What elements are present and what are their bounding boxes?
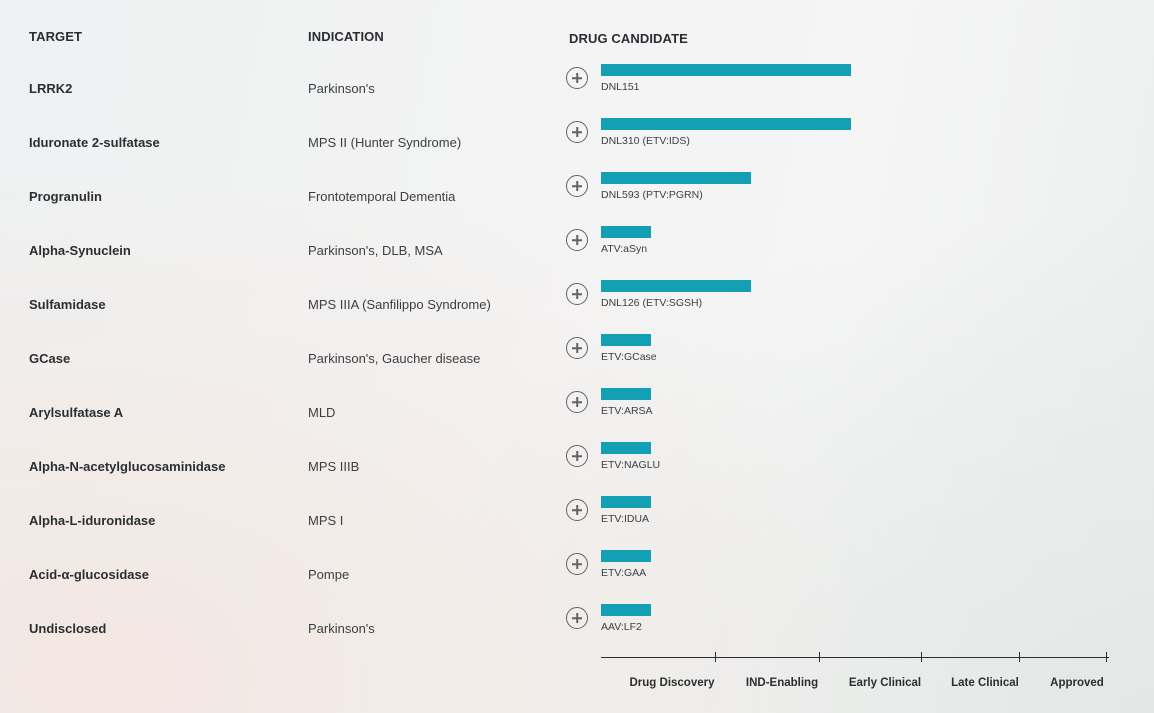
axis-tick: [715, 652, 716, 662]
progress-bar: [601, 388, 651, 400]
target-cell: Sulfamidase: [29, 297, 106, 312]
candidate-label: ETV:GCase: [601, 351, 657, 363]
progress-bar: [601, 172, 751, 184]
stage-axis: [601, 657, 1109, 658]
plus-circle-icon[interactable]: [566, 229, 588, 251]
indication-cell: Parkinson's: [308, 81, 375, 96]
plus-circle-icon[interactable]: [566, 175, 588, 197]
plus-circle-icon[interactable]: [566, 67, 588, 89]
header-target: TARGET: [29, 29, 83, 44]
target-cell: Alpha-Synuclein: [29, 243, 131, 258]
candidate-label: DNL126 (ETV:SGSH): [601, 297, 703, 309]
plus-circle-icon[interactable]: [566, 121, 588, 143]
progress-bar: [601, 226, 651, 238]
target-cell: GCase: [29, 351, 71, 366]
plus-circle-icon[interactable]: [566, 283, 588, 305]
indication-cell: Parkinson's, DLB, MSA: [308, 243, 443, 258]
table-row: GCase Parkinson's, Gaucher disease ETV:GCa…: [0, 334, 1154, 405]
candidate-label: DNL593 (PTV:PGRN): [601, 189, 703, 201]
target-cell: Alpha-N-acetylglucosaminidase: [29, 459, 226, 474]
axis-tick: [819, 652, 820, 662]
progress-bar: [601, 550, 651, 562]
target-cell: Acid-α-glucosidase: [29, 567, 149, 582]
candidate-label: ATV:aSyn: [601, 243, 648, 255]
axis-tick: [1106, 652, 1107, 662]
target-cell: LRRK2: [29, 81, 73, 96]
target-cell: Arylsulfatase A: [29, 405, 124, 420]
indication-cell: MPS I: [308, 513, 344, 528]
header-drug-candidate: DRUG CANDIDATE: [569, 31, 688, 46]
stage-label: Early Clinical: [848, 677, 922, 689]
indication-cell: Pompe: [308, 567, 350, 582]
indication-cell: Frontotemporal Dementia: [308, 189, 456, 204]
stage-label: Drug Discovery: [629, 677, 715, 689]
indication-cell: MPS II (Hunter Syndrome): [308, 135, 462, 150]
candidate-label: DNL151: [601, 81, 640, 93]
candidate-label: DNL310 (ETV:IDS): [601, 135, 690, 147]
target-cell: Alpha-L-iduronidase: [29, 513, 156, 528]
table-row: LRRK2 Parkinson's DNL151: [0, 64, 1154, 135]
table-row: Acid-α-glucosidase Pompe ETV:GAA: [0, 550, 1154, 621]
axis-tick: [921, 652, 922, 662]
target-cell: Undisclosed: [29, 621, 107, 636]
indication-cell: MPS IIIB: [308, 459, 360, 474]
target-cell: Progranulin: [29, 189, 102, 204]
candidate-label: ETV:NAGLU: [601, 459, 661, 471]
progress-bar: [601, 280, 751, 292]
progress-bar: [601, 334, 651, 346]
plus-circle-icon[interactable]: [566, 553, 588, 575]
table-row: Undisclosed Parkinson's AAV:LF2: [0, 604, 1154, 675]
progress-bar: [601, 118, 851, 130]
header-indication: INDICATION: [308, 29, 384, 44]
table-row: Alpha-L-iduronidase MPS I ETV:IDUA: [0, 496, 1154, 567]
indication-cell: Parkinson's, Gaucher disease: [308, 351, 481, 366]
progress-bar: [601, 604, 651, 616]
table-row: Alpha-Synuclein Parkinson's, DLB, MSA ATV:…: [0, 226, 1154, 297]
plus-circle-icon[interactable]: [566, 499, 588, 521]
plus-circle-icon[interactable]: [566, 391, 588, 413]
plus-circle-icon[interactable]: [566, 337, 588, 359]
candidate-label: AAV:LF2: [601, 621, 642, 633]
indication-cell: Parkinson's: [308, 621, 375, 636]
stage-label: Late Clinical: [951, 677, 1019, 689]
indication-cell: MLD: [308, 405, 336, 420]
table-row: Iduronate 2-sulfatase MPS II (Hunter Synd…: [0, 118, 1154, 189]
plus-circle-icon[interactable]: [566, 607, 588, 629]
table-row: Progranulin Frontotemporal Dementia DNL593…: [0, 172, 1154, 243]
candidate-label: ETV:ARSA: [601, 405, 653, 417]
candidate-label: ETV:IDUA: [601, 513, 650, 525]
table-row: Sulfamidase MPS IIIA (Sanfilippo Syndrome…: [0, 280, 1154, 351]
progress-bar: [601, 442, 651, 454]
axis-tick: [1019, 652, 1020, 662]
progress-bar: [601, 496, 651, 508]
stage-label: IND-Enabling: [745, 677, 819, 689]
progress-bar: [601, 64, 851, 76]
candidate-label: ETV:GAA: [601, 567, 647, 579]
indication-cell: MPS IIIA (Sanfilippo Syndrome): [308, 297, 491, 312]
target-cell: Iduronate 2-sulfatase: [29, 135, 160, 150]
table-row: Alpha-N-acetylglucosaminidase MPS IIIB ETV…: [0, 442, 1154, 513]
plus-circle-icon[interactable]: [566, 445, 588, 467]
stage-label: Approved: [1050, 677, 1104, 689]
table-row: Arylsulfatase A MLD ETV:ARSA: [0, 388, 1154, 459]
